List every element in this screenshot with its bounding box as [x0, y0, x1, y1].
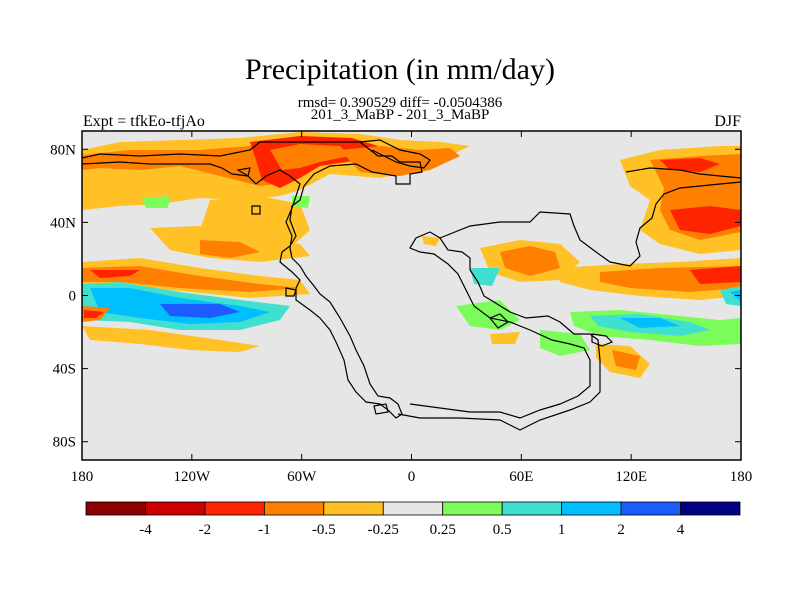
lon-tick-label: 180	[71, 469, 94, 485]
lon-tick-label: 120W	[173, 469, 211, 485]
axis-ticks	[81, 131, 742, 460]
colorbar-label: -2	[199, 522, 212, 538]
lat-tick-label: 40S	[53, 362, 76, 378]
stats-line: rmsd= 0.390529 diff= -0.0504386	[297, 95, 503, 111]
colorbar-swatch	[620, 501, 681, 516]
colorbar-swatch	[382, 501, 444, 516]
lon-axis-labels: 180 120W 60W 0 60E 120E 180	[71, 469, 753, 485]
colorbar-label: -0.25	[368, 522, 399, 538]
colorbar-label: 0.5	[493, 522, 512, 538]
lat-tick-label: 0	[69, 289, 77, 305]
colorbar-label: -1	[258, 522, 271, 538]
colorbar-swatch	[85, 501, 146, 516]
lat-tick-label: 80S	[53, 435, 76, 451]
colorbar-label: -4	[139, 522, 152, 538]
lon-tick-label: 0	[408, 469, 416, 485]
run-line: 201_3_MaBP - 201_3_MaBP	[310, 107, 490, 123]
lon-tick-label: 60E	[509, 469, 533, 485]
experiment-label: Expt = tfkEo-tfjAo	[83, 113, 205, 130]
lat-tick-label: 80N	[50, 142, 76, 158]
lon-tick-label: 180	[730, 469, 753, 485]
lat-axis-labels: 80N 40N 0 40S 80S	[50, 142, 76, 450]
lon-tick-label: 120E	[615, 469, 647, 485]
colorbar-swatch	[323, 501, 384, 516]
colorbar-label: 4	[677, 522, 685, 538]
colorbar-swatch	[442, 501, 503, 516]
season-label: DJF	[714, 113, 741, 130]
colorbar: -4 -2 -1 -0.5 -0.25 0.25 0.5 1 2 4	[85, 501, 741, 538]
coastlines	[82, 139, 741, 431]
lon-tick-label: 60W	[287, 469, 317, 485]
colorbar-label: 1	[558, 522, 566, 538]
colorbar-swatch	[204, 501, 265, 516]
colorbar-swatch	[561, 501, 622, 516]
colorbar-label: 0.25	[430, 522, 456, 538]
colorbar-swatch	[501, 501, 563, 516]
colorbar-label: 2	[617, 522, 625, 538]
colorbar-swatch	[680, 501, 741, 516]
colorbar-swatch	[263, 501, 325, 516]
colorbar-label: -0.5	[312, 522, 336, 538]
colorbar-swatch	[145, 501, 206, 516]
lat-tick-label: 40N	[50, 215, 76, 231]
page-title: Precipitation (in mm/day)	[245, 53, 555, 86]
